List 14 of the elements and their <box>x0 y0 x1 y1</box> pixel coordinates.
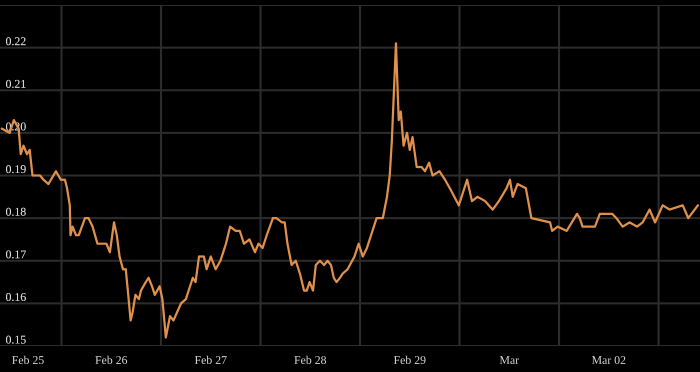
x-tick-label: Mar <box>500 356 520 364</box>
x-tick-label: Feb 26 <box>95 356 128 364</box>
x-tick-label: Feb 27 <box>194 356 227 364</box>
y-tick-label: 0.17 <box>6 250 26 258</box>
x-tick-label: Mar 02 <box>592 356 626 364</box>
y-tick-label: 0.18 <box>6 208 26 216</box>
y-tick-label: 0.22 <box>6 37 26 46</box>
x-tick-label: Feb 25 <box>12 356 44 364</box>
y-tick-label: 0.19 <box>6 165 26 174</box>
y-tick-label: 0.16 <box>6 293 26 302</box>
y-tick-label: 0.15 <box>6 336 26 344</box>
x-tick-label: Feb 28 <box>294 356 326 364</box>
y-tick-label: 0.21 <box>6 80 26 88</box>
x-tick-label: Feb 29 <box>394 356 426 364</box>
